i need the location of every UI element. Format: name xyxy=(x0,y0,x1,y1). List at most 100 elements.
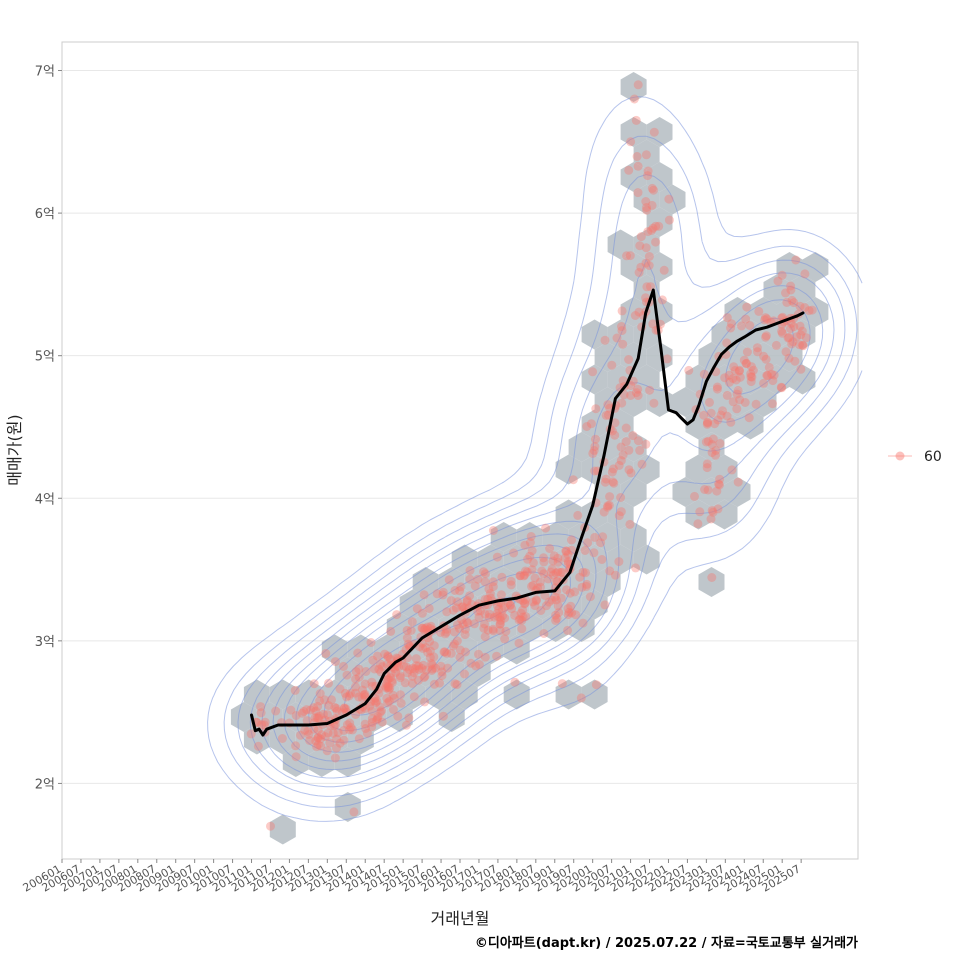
data-point xyxy=(367,677,377,687)
data-point xyxy=(762,371,772,380)
data-point xyxy=(497,572,507,582)
data-point xyxy=(735,365,744,375)
data-point xyxy=(718,406,727,416)
data-point xyxy=(753,347,762,357)
data-point xyxy=(386,654,395,664)
hexbin-cell xyxy=(607,544,634,575)
data-point xyxy=(302,705,312,715)
data-point xyxy=(460,630,470,640)
hexbin-cell xyxy=(594,522,621,552)
hexbin-cell xyxy=(802,297,829,327)
data-point xyxy=(372,651,382,661)
data-point xyxy=(746,369,756,379)
data-point xyxy=(562,585,571,595)
data-point xyxy=(331,703,341,713)
data-point xyxy=(628,431,638,441)
density-contour xyxy=(283,317,795,762)
data-point xyxy=(474,612,484,622)
data-point xyxy=(377,717,387,727)
data-point xyxy=(662,354,672,364)
data-point xyxy=(505,601,515,610)
hexbin-cell xyxy=(412,612,439,642)
data-point xyxy=(335,684,345,694)
data-point xyxy=(580,546,590,555)
hexbin-cell xyxy=(581,364,608,395)
data-point xyxy=(728,397,738,407)
data-point xyxy=(362,728,372,738)
data-point xyxy=(702,463,712,473)
data-point xyxy=(479,567,489,577)
data-point xyxy=(539,557,549,567)
density-contour xyxy=(237,174,846,797)
data-point xyxy=(305,736,315,745)
data-point xyxy=(321,649,331,658)
data-point xyxy=(446,649,456,658)
data-point xyxy=(657,295,667,305)
data-point xyxy=(438,590,448,600)
hexbin-cell xyxy=(490,567,517,597)
data-point xyxy=(328,728,338,738)
data-point xyxy=(303,726,313,736)
data-point xyxy=(449,627,459,637)
data-point xyxy=(361,667,371,676)
data-point xyxy=(554,608,564,618)
data-point xyxy=(550,592,560,602)
data-point xyxy=(506,580,516,590)
data-point xyxy=(422,622,432,632)
data-point xyxy=(311,736,321,746)
data-point xyxy=(581,568,590,578)
hexbin-cell xyxy=(334,657,361,687)
data-point xyxy=(625,519,635,529)
data-point xyxy=(455,652,465,662)
hexbin-cell xyxy=(568,432,595,462)
data-point xyxy=(760,315,770,325)
data-point xyxy=(306,705,315,715)
data-point xyxy=(630,311,640,320)
data-point xyxy=(480,619,489,629)
data-point xyxy=(335,738,345,748)
data-point xyxy=(460,669,469,679)
data-point xyxy=(578,567,588,577)
data-point xyxy=(450,639,459,649)
data-point xyxy=(471,661,481,671)
data-point xyxy=(358,685,367,695)
data-point xyxy=(707,448,717,458)
data-point xyxy=(618,339,628,349)
hexbin-cell xyxy=(477,544,504,575)
data-point xyxy=(324,678,333,688)
data-point xyxy=(354,734,364,744)
data-point xyxy=(332,743,341,753)
hexbin-cell xyxy=(711,499,738,530)
data-point xyxy=(601,474,611,484)
data-point xyxy=(402,625,412,635)
data-point xyxy=(763,371,773,380)
data-point xyxy=(786,285,796,295)
data-point xyxy=(590,466,600,476)
data-point xyxy=(382,693,392,703)
data-point xyxy=(520,599,529,609)
data-point xyxy=(453,620,462,630)
data-point xyxy=(751,399,761,409)
data-point xyxy=(610,570,620,580)
data-point xyxy=(354,692,364,702)
data-point xyxy=(522,567,532,577)
data-point xyxy=(360,679,370,689)
data-point xyxy=(745,321,755,330)
data-point xyxy=(488,577,498,587)
data-point xyxy=(573,510,583,520)
data-point xyxy=(367,722,377,732)
data-point xyxy=(735,372,745,382)
data-point xyxy=(787,339,797,349)
data-point xyxy=(523,554,533,564)
hexbin-cell xyxy=(724,297,751,327)
data-point xyxy=(454,624,464,633)
data-point xyxy=(588,367,598,377)
data-point xyxy=(388,690,398,700)
data-point xyxy=(614,460,624,470)
data-point xyxy=(380,681,390,691)
y-axis-title: 매매가(원) xyxy=(5,414,24,485)
data-point xyxy=(384,685,394,694)
data-point xyxy=(708,507,718,517)
hexbin-cell xyxy=(724,387,751,417)
data-point xyxy=(374,664,384,674)
